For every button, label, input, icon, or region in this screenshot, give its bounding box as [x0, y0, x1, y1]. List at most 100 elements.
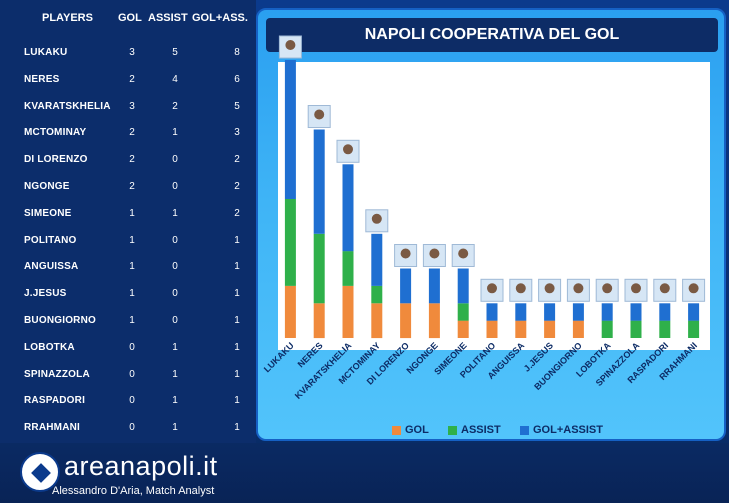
bar-assist-mctominay — [371, 285, 383, 304]
bar-gol-assist-anguissa — [515, 303, 527, 321]
bar-gol-assist-di-lorenzo — [400, 268, 412, 304]
assist-value: 1 — [172, 368, 178, 380]
bar-gol-anguissa — [515, 320, 527, 338]
table-row: RASPADORI 0 1 1 — [0, 391, 256, 411]
table-row: MCTOMINAY 2 1 3 — [0, 123, 256, 143]
gol-value: 1 — [129, 315, 135, 326]
gol-value: 0 — [129, 395, 135, 407]
bar-gol-buongiorno — [572, 320, 584, 338]
table-row: DI LORENZO 2 0 2 — [0, 150, 256, 170]
player-name: LOBOTKA — [24, 341, 75, 353]
player-face-icon — [688, 283, 699, 294]
total-value: 8 — [234, 47, 240, 58]
legend-swatch — [520, 426, 529, 435]
gol-value: 1 — [129, 288, 135, 300]
table-row: RRAHMANI 0 1 1 — [0, 418, 256, 438]
player-face-icon — [487, 283, 497, 294]
table-row: ANGUISSA 1 0 1 — [0, 257, 256, 277]
bar-gol-j-jesus — [544, 320, 556, 338]
player-name: MCTOMINAY — [24, 127, 87, 139]
bar-gol-politano — [486, 320, 498, 338]
player-name: RASPADORI — [24, 395, 86, 407]
gol-value: 1 — [129, 261, 135, 273]
stats-table: PLAYERS GOL ASSIST GOL+ASS. LUKAKU 3 5 8 NER… — [0, 0, 256, 443]
player-name: J.JESUS — [24, 288, 67, 300]
bar-assist-kvaratskhelia — [342, 251, 354, 286]
player-name: SIMEONE — [24, 207, 72, 219]
bar-gol-ngonge — [428, 303, 440, 339]
player-face-icon — [458, 248, 469, 259]
player-name: BUONGIORNO — [24, 315, 96, 326]
total-value: 5 — [234, 100, 240, 112]
player-face-icon — [602, 283, 613, 294]
bar-assist-raspadori — [659, 320, 671, 338]
gol-value: 0 — [129, 368, 135, 380]
player-face-icon — [429, 248, 440, 259]
table-row: LUKAKU 3 5 8 — [0, 43, 256, 63]
legend-label: GOL — [405, 424, 429, 436]
bar-gol-assist-raspadori — [659, 303, 671, 321]
table-row: SIMEONE 1 1 2 — [0, 204, 256, 224]
assist-value: 0 — [172, 181, 178, 192]
gol-value: 2 — [129, 73, 135, 85]
player-face-icon — [515, 283, 526, 294]
x-tick-label: LUKAKU — [262, 340, 296, 374]
total-value: 3 — [234, 127, 240, 139]
bar-gol-lukaku — [284, 285, 296, 338]
bar-gol-mctominay — [371, 303, 383, 339]
chart-legend: GOL ASSIST GOL+ASSIST — [392, 424, 632, 438]
assist-value: 0 — [172, 234, 178, 246]
player-name: SPINAZZOLA — [24, 368, 90, 380]
assist-value: 0 — [172, 261, 178, 273]
total-value: 2 — [234, 154, 240, 166]
bar-gol-assist-lobotka — [601, 303, 613, 321]
header-gol: GOL — [118, 12, 142, 24]
assist-value: 0 — [172, 315, 178, 326]
player-face-icon — [544, 283, 555, 294]
legend-label: GOL+ASSIST — [533, 424, 603, 436]
bar-assist-lukaku — [284, 199, 296, 286]
footer — [0, 443, 729, 503]
total-value: 1 — [234, 234, 240, 246]
bar-gol-assist-kvaratskhelia — [342, 164, 354, 252]
player-face-icon — [314, 109, 325, 120]
assist-value: 1 — [172, 422, 178, 434]
bar-gol-neres — [313, 303, 325, 339]
total-value: 1 — [234, 368, 240, 380]
table-row: J.JESUS 1 0 1 — [0, 284, 256, 304]
legend-label: ASSIST — [461, 424, 501, 436]
table-row: POLITANO 1 0 1 — [0, 231, 256, 251]
player-name: NGONGE — [24, 181, 70, 192]
total-value: 2 — [234, 181, 240, 192]
total-value: 2 — [234, 207, 240, 219]
gol-value: 1 — [129, 234, 135, 246]
legend-swatch — [448, 426, 457, 435]
bar-gol-assist-spinazzola — [630, 303, 642, 321]
bar-assist-simeone — [457, 303, 469, 321]
gol-value: 3 — [129, 47, 135, 58]
bar-gol-assist-politano — [486, 303, 498, 321]
table-row: LOBOTKA 0 1 1 — [0, 338, 256, 358]
assist-value: 1 — [172, 395, 178, 407]
bar-assist-lobotka — [601, 320, 613, 338]
total-value: 1 — [234, 341, 240, 353]
player-name: ANGUISSA — [24, 261, 79, 273]
player-name: DI LORENZO — [24, 154, 88, 166]
bar-gol-assist-buongiorno — [572, 303, 584, 321]
player-name: LUKAKU — [24, 47, 68, 58]
player-face-icon — [631, 283, 641, 294]
player-name: NERES — [24, 73, 60, 85]
player-name: KVARATSKHELIA — [24, 100, 111, 112]
gol-value: 2 — [129, 154, 135, 166]
total-value: 1 — [234, 395, 240, 407]
bar-gol-simeone — [457, 320, 469, 338]
table-row: BUONGIORNO 1 0 1 — [0, 311, 256, 331]
header-players: PLAYERS — [42, 12, 93, 24]
bar-gol-assist-lukaku — [284, 60, 296, 199]
table-row: SPINAZZOLA 0 1 1 — [0, 365, 256, 385]
table-row: KVARATSKHELIA 3 2 5 — [0, 97, 256, 117]
bar-gol-assist-j-jesus — [544, 303, 556, 321]
assist-value: 4 — [172, 73, 178, 85]
gol-value: 0 — [129, 341, 135, 353]
